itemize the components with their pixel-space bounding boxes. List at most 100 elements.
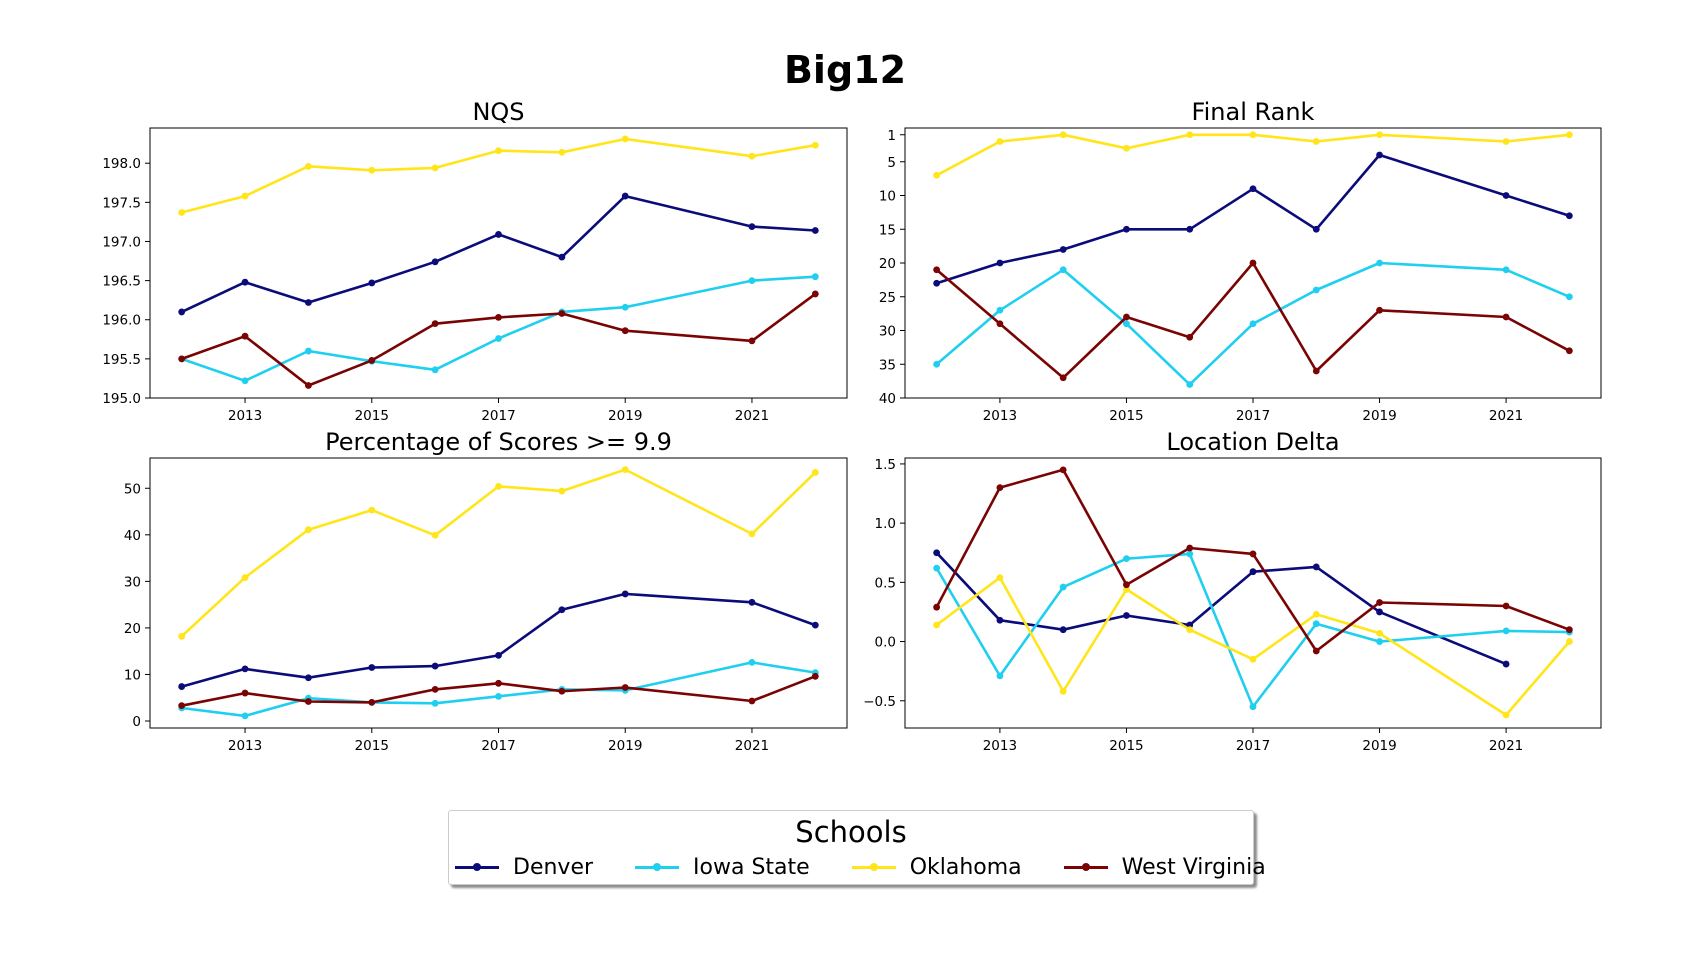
data-point [495,651,502,659]
data-point [558,487,566,495]
y-tick-label: 198.0 [102,156,141,172]
legend-label-denver: Denver [513,854,594,880]
data-point [1565,212,1573,220]
data-point [178,702,186,710]
data-point [621,327,629,335]
x-tick-label: 2021 [1489,738,1523,754]
data-point [431,366,439,374]
data-point [1312,563,1320,571]
data-point [1059,374,1067,382]
data-point [996,484,1004,492]
series-denver [933,151,1573,287]
x-tick-label: 2013 [983,738,1017,754]
data-point [431,320,439,328]
series-line-oklahoma [935,133,1570,177]
data-point [811,621,819,629]
data-point [241,689,249,697]
data-point [1502,313,1510,321]
data-point [305,698,312,705]
data-point [996,672,1004,680]
data-point [1312,367,1320,375]
y-tick-label: 20 [124,621,141,637]
x-tick-label: 2017 [1236,738,1270,754]
data-point [1312,647,1320,655]
axes-frame [149,457,848,729]
axes-frame [904,457,1602,729]
series-line-iowa-state [181,661,816,718]
data-point [495,679,502,687]
data-point [368,664,376,671]
data-point [1565,626,1573,634]
data-point [1376,151,1383,159]
y-tick-label: −0.5 [863,694,896,710]
legend-title: Schools [795,815,907,849]
y-tick-label: 50 [124,481,141,497]
x-tick-label: 2015 [355,738,389,754]
x-tick-label: 2017 [1236,408,1270,424]
chart-panel-percentage-scores: Percentage of Scores >= 9.9 2013 2015 2017 2… [124,428,848,754]
data-point [748,152,756,160]
x-tick-label: 2019 [608,738,642,754]
data-point [241,278,249,286]
data-point [933,360,941,368]
y-tick-label: 40 [879,391,896,407]
axes-frame [904,127,1602,399]
series-iowa-state [933,259,1573,388]
y-tick-label: 195.5 [102,352,141,368]
series-line-iowa-state [935,552,1570,709]
series-denver [178,192,819,316]
x-tick-label: 2019 [608,408,642,424]
legend-swatch-west-virginia [1063,863,1108,871]
data-point [1186,225,1194,233]
data-point [431,699,439,707]
data-point [1249,550,1257,558]
data-point [933,621,941,629]
series-line-west-virginia [935,261,1571,380]
y-tick-label: 10 [879,189,896,205]
series-line-oklahoma [935,576,1571,717]
data-point [241,192,249,200]
data-point [178,683,186,690]
data-point [495,335,502,342]
legend-item-west-virginia: West Virginia [1063,855,1266,880]
series-line-west-virginia [181,675,816,707]
data-point [1312,225,1320,233]
legend-item-denver: Denver [455,855,593,880]
data-point [1123,586,1130,593]
data-point [996,138,1004,145]
data-point [1502,711,1510,719]
data-point [178,632,186,640]
data-point [368,279,376,287]
x-tick-label: 2013 [228,738,262,754]
data-point [996,574,1004,582]
legend-label-iowa-state: Iowa State [693,854,810,880]
series-denver [933,549,1510,668]
legend-label-oklahoma: Oklahoma [909,854,1022,880]
data-point [1376,259,1383,267]
series-denver [178,590,819,690]
data-point [368,698,376,706]
data-point [1249,703,1257,711]
data-point [621,590,629,598]
y-tick-label: 30 [124,574,141,590]
y-tick-label: 15 [879,222,896,238]
data-point [1376,629,1383,637]
data-point [811,672,819,680]
data-point [558,310,566,317]
data-point [748,598,756,606]
data-point [1312,620,1320,628]
figure-title: Big12 [784,48,906,92]
data-point [1123,144,1130,152]
data-point [241,665,249,673]
data-point [1249,320,1257,328]
series-west-virginia [933,259,1573,382]
data-point [1186,381,1194,388]
x-tick-label: 2015 [355,408,389,424]
legend-item-iowa-state: Iowa State [635,855,810,880]
x-tick-label: 2019 [1362,408,1396,424]
data-point [748,223,756,231]
data-point [305,347,312,355]
data-point [305,162,312,170]
x-tick-label: 2019 [1362,738,1396,754]
data-point [621,303,629,311]
